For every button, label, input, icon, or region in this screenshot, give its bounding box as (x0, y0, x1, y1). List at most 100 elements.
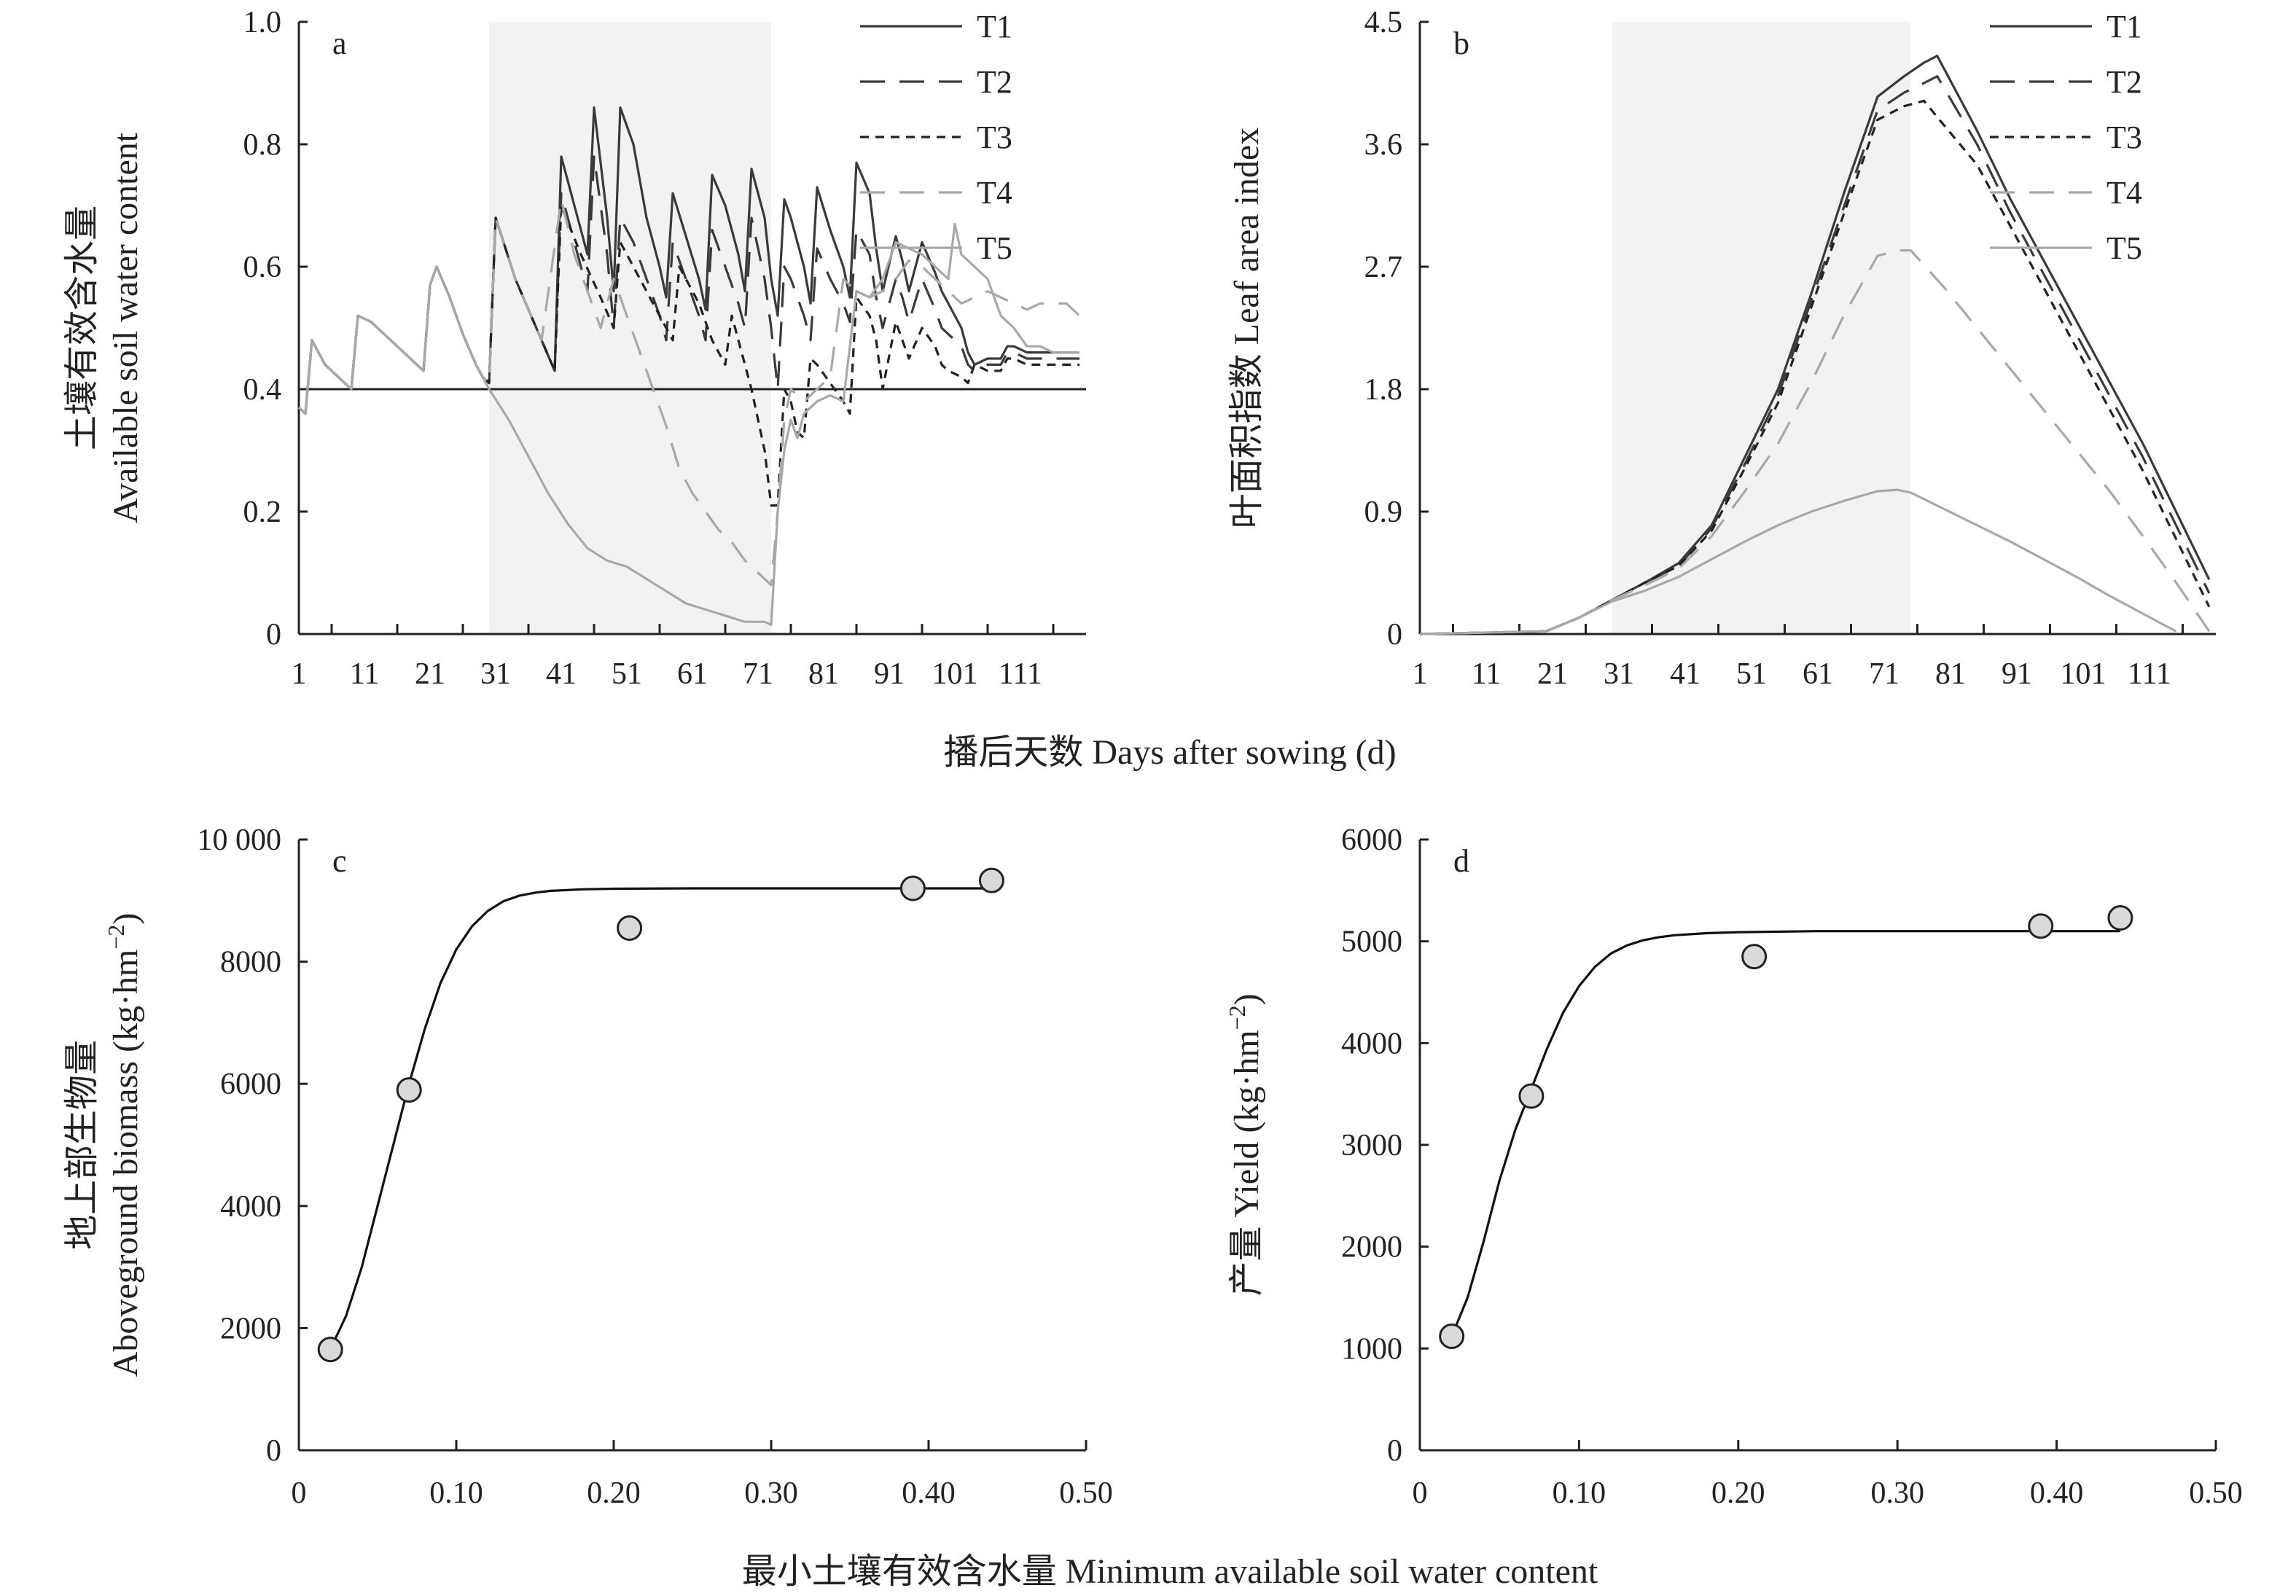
x-tick-label: 0.20 (587, 1476, 641, 1510)
x-tick-label: 0 (292, 1476, 307, 1510)
x-tick-label: 31 (1604, 657, 1634, 691)
legend-label: T5 (2106, 230, 2142, 266)
y-tick-label: 8000 (220, 946, 281, 979)
series-line-t4 (1419, 249, 2211, 635)
series-line-t3 (297, 204, 1079, 507)
y-tick-label: 6000 (220, 1068, 281, 1101)
fit-curve (329, 887, 992, 1350)
legend-label: T4 (977, 175, 1012, 211)
x-tick-label: 0.10 (1553, 1476, 1606, 1510)
x-tick-label: 101 (932, 657, 978, 691)
y-tick-label: 5000 (1341, 926, 1402, 959)
y-tick-label: 0.6 (243, 251, 282, 284)
x-tick-label: 111 (999, 657, 1042, 691)
x-tick-label: 61 (1803, 657, 1833, 691)
data-point (2028, 913, 2054, 939)
x-tick-label: 71 (743, 657, 773, 691)
legend-label: T2 (2106, 64, 2142, 100)
y-axis-label-sup: −2 (1224, 1005, 1250, 1030)
y-tick-label: 10 000 (198, 824, 282, 857)
data-point (899, 875, 926, 901)
x-tick-label: 31 (480, 657, 511, 691)
shaded-region (489, 22, 771, 634)
x-tick-label: 0.50 (2189, 1476, 2243, 1510)
legend-label: T1 (977, 9, 1012, 44)
data-point (1518, 1083, 1545, 1109)
data-point (617, 915, 643, 942)
panel-d: 0 1000 2000 3000 4000 5000 6000 0 0.10 0.20 0.30 0.… (1224, 824, 2243, 1510)
y-axis-label-tail: ) (106, 913, 145, 925)
y-axis-label-sup: −2 (103, 925, 129, 950)
series-line-t5 (297, 222, 1079, 627)
top-x-axis-label: 播后天数 Days after sowing (d) (943, 733, 1396, 772)
x-tick-label: 11 (1472, 657, 1501, 691)
y-axis-label: 叶面积指数 Leaf area index (1227, 128, 1266, 528)
y-tick-label: 1.0 (243, 6, 282, 39)
data-point (978, 867, 1004, 893)
series-line-t3 (1419, 99, 2211, 635)
y-tick-label: 3000 (1341, 1129, 1402, 1162)
series-line-t5 (1419, 488, 2177, 635)
panel-b: 00.91.82.73.64.51 11 21 31 41 51 61 71 81 91 101 11… (1227, 6, 2216, 691)
panel-c: 0 2000 4000 6000 8000 10 000 0 0.10 0.20 0.30 0.40… (63, 824, 1113, 1510)
y-tick-label: 1000 (1341, 1332, 1402, 1366)
y-tick-label: 3.6 (1364, 128, 1403, 162)
x-tick-label: 61 (677, 657, 708, 691)
y-axis-label-tail: ) (1227, 993, 1266, 1005)
x-tick-label: 0.40 (902, 1476, 956, 1510)
x-tick-label: 51 (1736, 657, 1767, 691)
x-tick-label: 41 (546, 657, 577, 691)
y-axis-label-main: 产量 Yield (kg·hm (1227, 1030, 1266, 1296)
x-tick-label: 91 (2002, 657, 2032, 691)
legend-label: T1 (2106, 9, 2142, 44)
x-tick-label: 111 (2128, 657, 2171, 691)
data-point (317, 1337, 343, 1363)
panel-label: b (1453, 26, 1469, 61)
x-tick-label: 0.40 (2030, 1476, 2084, 1510)
y-tick-label: 0 (1387, 1434, 1402, 1468)
x-tick-label: 101 (2061, 657, 2106, 691)
y-axis-label-en-main: Aboveground biomass (kg·hm (106, 950, 145, 1377)
data-point (396, 1077, 422, 1103)
y-tick-label: 0.9 (1364, 496, 1403, 529)
y-tick-label: 0.2 (243, 496, 282, 529)
series-line-t2 (1419, 75, 2211, 635)
x-tick-label: 0.10 (429, 1476, 483, 1510)
data-point (1439, 1323, 1465, 1350)
y-axis-label-en: Aboveground biomass (kg·hm−2) (103, 913, 145, 1377)
x-tick-label: 21 (415, 657, 445, 691)
shaded-region (1612, 22, 1911, 634)
x-tick-label: 71 (1869, 657, 1899, 691)
x-tick-label: 51 (612, 657, 642, 691)
y-tick-label: 0 (266, 1434, 281, 1468)
y-tick-label: 0 (1387, 618, 1402, 652)
panel-label: a (332, 26, 347, 61)
panel-a: 00.20.40.60.81.01 11 21 31 41 51 61 71 81 91 101 11… (63, 6, 1086, 691)
legend-label: T4 (2106, 175, 2142, 211)
series-line-t4 (297, 198, 1081, 587)
legend-label: T3 (2106, 120, 2142, 155)
y-tick-label: 4000 (220, 1190, 281, 1224)
y-axis-label-en: Available soil water content (106, 132, 145, 523)
panel-label: c (332, 843, 347, 879)
y-axis-label-zh: 土壤有效含水量 (63, 206, 101, 450)
data-point (1741, 944, 1768, 970)
x-tick-label: 0.20 (1711, 1476, 1765, 1510)
x-tick-label: 41 (1670, 657, 1700, 691)
y-tick-label: 2000 (1341, 1231, 1402, 1264)
y-tick-label: 4000 (1341, 1027, 1402, 1060)
x-tick-label: 0.50 (1059, 1476, 1113, 1510)
legend-label: T3 (977, 120, 1012, 155)
x-tick-label: 0 (1413, 1476, 1428, 1510)
panel-label: d (1453, 843, 1469, 879)
y-tick-label: 6000 (1341, 824, 1402, 857)
x-tick-label: 1 (1413, 657, 1428, 691)
x-tick-label: 0.30 (744, 1476, 798, 1510)
y-axis-label: 产量 Yield (kg·hm−2) (1224, 993, 1266, 1296)
x-tick-label: 0.30 (1870, 1476, 1924, 1510)
x-tick-label: 1 (292, 657, 307, 691)
x-tick-label: 21 (1537, 657, 1568, 691)
y-tick-label: 0.8 (243, 128, 282, 162)
legend-label: T5 (977, 230, 1012, 266)
x-tick-label: 81 (1935, 657, 1966, 691)
